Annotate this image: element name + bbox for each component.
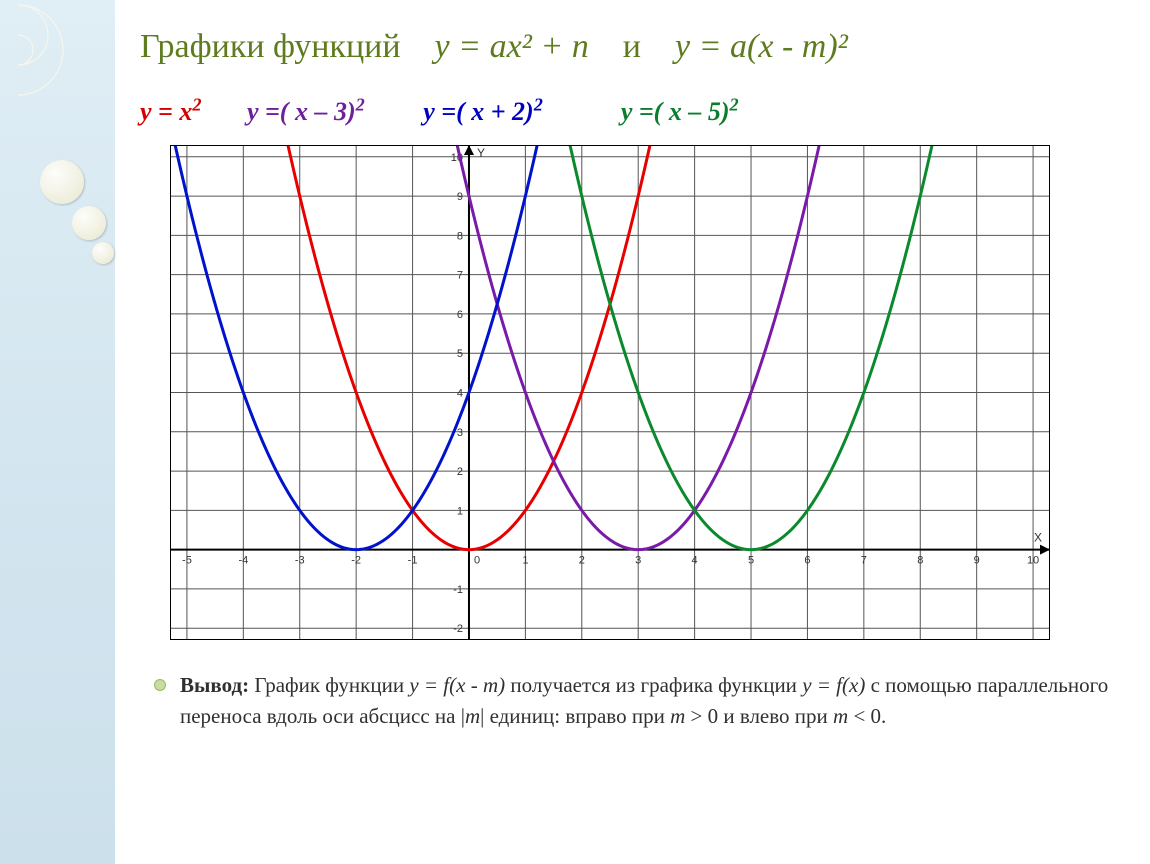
conclusion-text: | единиц: вправо при [480,704,670,728]
slide-content: Графики функций y = ax² + n и y = a(x - … [140,28,1110,733]
title-formula-2: y = a(x - m)² [675,28,848,65]
svg-text:7: 7 [861,554,867,566]
title-label: Графики функций [140,28,401,65]
conclusion-m: m [833,704,848,728]
svg-text:10: 10 [1027,554,1039,566]
svg-text:8: 8 [917,554,923,566]
svg-text:X: X [1034,530,1042,544]
svg-text:9: 9 [457,191,463,203]
title-formula-1: y = ax² + n [435,28,589,65]
formula-blue: y =( x + 2)2 [423,97,543,126]
svg-text:6: 6 [457,309,463,321]
svg-text:5: 5 [748,554,754,566]
formula-legend: y = x2 y =( x – 3)2 y =( x + 2)2 y =( x … [140,94,1110,127]
svg-text:-1: -1 [453,584,463,596]
bead-icon [40,160,84,204]
svg-text:2: 2 [457,466,463,478]
slide-title: Графики функций y = ax² + n и y = a(x - … [140,28,1110,66]
corner-swirl-icon [0,0,160,160]
conclusion-text: > 0 и влево при [685,704,833,728]
parabola-chart: XY-5-4-3-2-1012345678910-2-112345678910 [170,145,1050,640]
svg-text:-5: -5 [182,554,192,566]
formula-green: y =( x – 5)2 [621,97,739,126]
conclusion-m: m [670,704,685,728]
svg-text:Y: Y [477,146,485,160]
conclusion-text: График функции [254,673,409,697]
decorative-sidebar [0,0,115,864]
formula-red: y = x2 [140,97,201,126]
svg-text:2: 2 [579,554,585,566]
svg-text:-4: -4 [238,554,248,566]
svg-text:6: 6 [804,554,810,566]
svg-text:-2: -2 [453,623,463,635]
conclusion-paragraph: Вывод: График функции y = f(x - m) получ… [140,670,1110,733]
conclusion-m: m [465,704,480,728]
svg-text:3: 3 [635,554,641,566]
svg-text:-3: -3 [295,554,305,566]
bead-icon [72,206,106,240]
bullet-icon [154,679,166,691]
svg-text:4: 4 [692,554,698,566]
svg-text:1: 1 [522,554,528,566]
svg-text:5: 5 [457,348,463,360]
chart-container: XY-5-4-3-2-1012345678910-2-112345678910 [140,145,1110,645]
svg-text:-2: -2 [351,554,361,566]
conclusion-text: получается из графика функции [510,673,802,697]
conclusion-text: < 0. [848,704,886,728]
svg-text:0: 0 [474,554,480,566]
conclusion-eq2: y = f(x) [802,673,865,697]
svg-text:9: 9 [974,554,980,566]
title-conj: и [623,28,641,65]
svg-text:8: 8 [457,230,463,242]
conclusion-eq1: y = f(x - m) [409,673,505,697]
bead-icon [92,242,114,264]
svg-text:-1: -1 [408,554,418,566]
svg-text:4: 4 [457,387,463,399]
conclusion-label: Вывод: [180,673,249,697]
svg-text:3: 3 [457,426,463,438]
svg-text:7: 7 [457,269,463,281]
svg-text:1: 1 [457,505,463,517]
formula-purple: y =( x – 3)2 [247,97,365,126]
